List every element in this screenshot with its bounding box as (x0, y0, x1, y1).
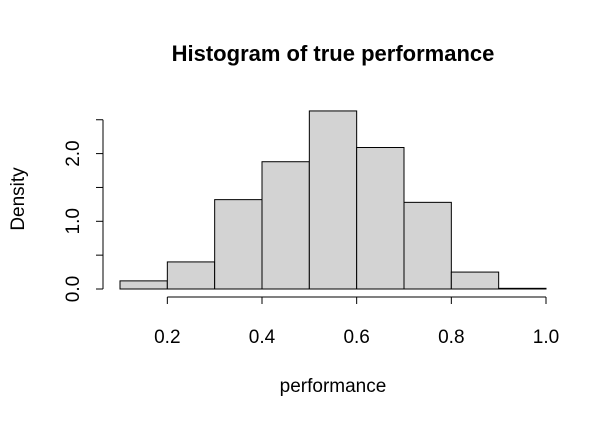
y-tick-label: 2.0 (63, 140, 84, 166)
y-tick-label: 1.0 (63, 208, 84, 234)
histogram-bar (450, 271, 500, 290)
histogram-bar (308, 110, 358, 290)
x-tick-label: 1.0 (533, 327, 559, 348)
histogram-bar (403, 201, 452, 290)
x-tick-label: 0.6 (343, 327, 369, 348)
histogram-bar (498, 287, 547, 290)
x-axis-label: performance (280, 376, 387, 397)
x-axis: 0.2 0.4 0.6 0.8 1.0 (154, 296, 559, 348)
histogram-bar (119, 280, 168, 290)
chart-title: Histogram of true performance (172, 41, 495, 66)
histogram-bars (119, 110, 547, 290)
histogram-bar (356, 147, 405, 290)
x-tick-label: 0.4 (249, 327, 276, 348)
histogram-bar (261, 161, 310, 290)
histogram-bar (214, 199, 263, 290)
histogram-bar (166, 261, 216, 290)
y-tick-label: 0.0 (63, 276, 84, 302)
x-tick-label: 0.2 (154, 327, 180, 348)
x-tick-label: 0.8 (438, 327, 464, 348)
y-axis: 0.0 1.0 2.0 (63, 119, 104, 302)
y-axis-label: Density (8, 167, 29, 231)
